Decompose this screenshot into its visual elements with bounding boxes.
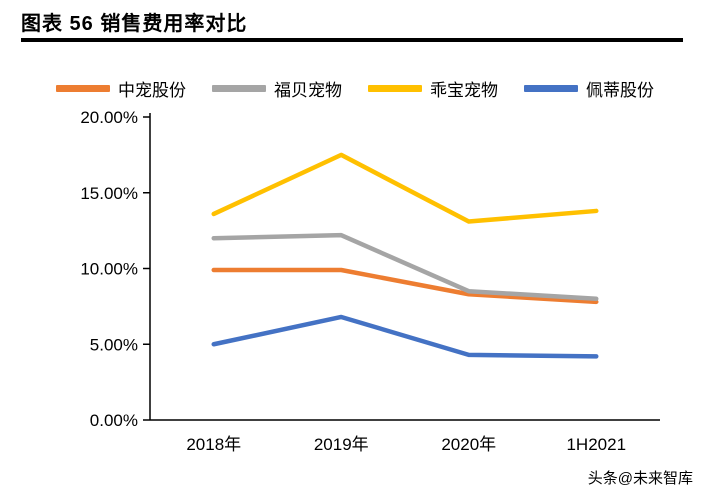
y-tick-label: 15.00% — [80, 184, 138, 203]
series-line-中宠股份 — [211, 267, 599, 305]
chart-legend: 中宠股份 福贝宠物 乖宝宠物 佩蒂股份 — [56, 76, 654, 101]
legend-item: 中宠股份 — [56, 76, 186, 101]
legend-swatch — [368, 85, 422, 92]
series-line-福贝宠物 — [211, 232, 599, 302]
legend-label: 福贝宠物 — [274, 81, 342, 100]
series-line-佩蒂股份 — [211, 314, 599, 359]
x-tick-label: 1H2021 — [566, 435, 626, 454]
legend-item: 福贝宠物 — [212, 76, 342, 101]
x-tick-label: 2018年 — [186, 435, 241, 454]
y-tick-label: 10.00% — [80, 260, 138, 279]
legend-swatch — [56, 85, 110, 92]
legend-label: 中宠股份 — [118, 81, 186, 100]
legend-label: 乖宝宠物 — [430, 81, 498, 100]
line-chart: 0.00% 5.00% 10.00% 15.00% 20.00% 2018年 2019年 20… — [80, 108, 660, 454]
page-title: 图表 56 销售费用率对比 — [21, 13, 248, 35]
x-tick-label: 2020年 — [441, 435, 496, 454]
y-tick-label: 20.00% — [80, 108, 138, 127]
y-tick-label: 5.00% — [90, 335, 138, 354]
legend-item: 乖宝宠物 — [368, 76, 498, 101]
y-tick-label: 0.00% — [90, 411, 138, 430]
watermark: 头条@未来智库 — [587, 470, 693, 487]
x-tick-label: 2019年 — [314, 435, 369, 454]
series-line-乖宝宠物 — [211, 152, 599, 224]
legend-item: 佩蒂股份 — [524, 76, 654, 101]
legend-swatch — [212, 85, 266, 92]
legend-label: 佩蒂股份 — [586, 81, 654, 100]
title-underline — [21, 38, 683, 42]
legend-swatch — [524, 85, 578, 92]
